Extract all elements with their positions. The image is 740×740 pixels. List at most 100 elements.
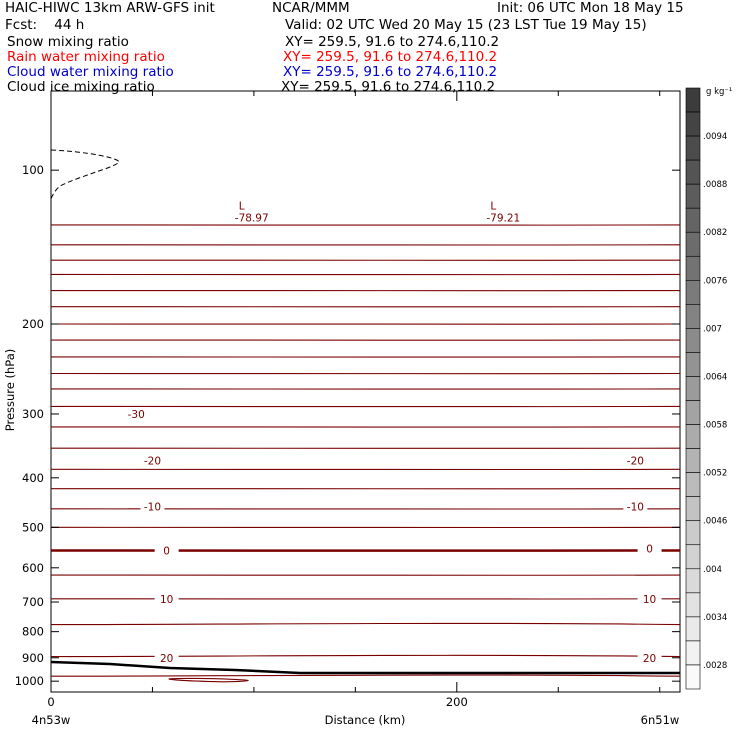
- y-tick-label: 100: [22, 163, 44, 177]
- colorbar-swatch: [685, 544, 701, 570]
- colorbar-swatch: [685, 111, 701, 137]
- y-tick-label: 500: [22, 520, 44, 534]
- field-rain-label: Rain water mixing ratio: [7, 49, 165, 65]
- contour-label-bg: [140, 499, 165, 513]
- field-cloudwater-label: Cloud water mixing ratio: [7, 64, 174, 80]
- init-time: Init: 06 UTC Mon 18 May 15: [497, 0, 684, 16]
- colorbar-label: .0052: [703, 469, 727, 479]
- x-right-endpoint: 6n51w: [641, 713, 680, 727]
- colorbar-units: g kg⁻¹: [706, 87, 732, 97]
- contour-label: -30: [128, 409, 145, 421]
- colorbar-swatch: [685, 592, 701, 618]
- field-cloudwater-xy: XY= 259.5, 91.6 to 274.6,110.2: [283, 64, 498, 80]
- colorbar-label: .0064: [703, 372, 727, 382]
- contour-label-bg: [154, 650, 179, 664]
- y-tick-label: 200: [22, 317, 44, 331]
- colorbar-swatch: [685, 231, 701, 257]
- contour-label: 0: [646, 543, 653, 555]
- forecast-hour: Fcst: 44 h: [5, 17, 85, 33]
- y-tick-label: 900: [22, 651, 44, 665]
- contour-label: 20: [643, 653, 656, 665]
- contour-label-bg: [140, 453, 165, 467]
- isotherm-line: [50, 654, 681, 658]
- field-snow-xy: XY= 259.5, 91.6 to 274.6,110.2: [285, 34, 500, 50]
- colorbar: .0094 .0088 .0082 .0076 .007 .0064 .0058 .0052.…: [685, 87, 727, 690]
- contour-label: -20: [144, 456, 161, 468]
- colorbar-swatch: [685, 376, 701, 401]
- temperature-contours: [50, 224, 681, 683]
- contour-label: -20: [627, 456, 644, 468]
- colorbar-swatch: [685, 255, 701, 281]
- colorbar-swatch: [685, 183, 701, 209]
- contour-label: -10: [627, 501, 644, 513]
- colorbar-swatch: [685, 568, 701, 594]
- contour-label: 20: [160, 653, 173, 665]
- colorbar-swatch: [685, 207, 701, 233]
- colorbar-swatch: [685, 328, 701, 353]
- contour-label-bg: [637, 591, 662, 605]
- colorbar-label: .0094: [703, 132, 727, 142]
- cloud-ice-dashed-contour: [50, 149, 120, 200]
- colorbar-swatch: [685, 135, 701, 161]
- contour-label-bg: [623, 453, 648, 467]
- contour-label: 0: [163, 546, 170, 558]
- colorbar-label: .004: [703, 565, 722, 575]
- colorbar-swatch: [685, 640, 701, 666]
- y-tick-label: 1000: [15, 674, 44, 688]
- minimum-value: -78.97: [235, 213, 269, 225]
- colorbar-swatch: [685, 664, 701, 690]
- valid-time: Valid: 02 UTC Wed 20 May 15 (23 LST Tue …: [285, 17, 647, 33]
- minimum-mark: L: [239, 201, 245, 213]
- isotherm-line: [50, 622, 681, 626]
- colorbar-swatch: [685, 87, 701, 113]
- cloud-ice-contour: [50, 149, 120, 200]
- x-tick-label: 200: [446, 695, 468, 709]
- minimum-value: -79.21: [486, 213, 520, 225]
- x-axis-label: Distance (km): [325, 713, 406, 727]
- colorbar-swatch: [685, 472, 701, 497]
- contour-label-bg: [154, 543, 179, 557]
- colorbar-label: .0034: [703, 613, 727, 623]
- colorbar-swatch: [685, 280, 701, 305]
- colorbar-swatch: [685, 496, 701, 522]
- contour-label-bg: [637, 650, 662, 664]
- terrain-surface-line: [50, 660, 680, 675]
- contour-label: -10: [144, 501, 161, 513]
- colorbar-label: .007: [703, 324, 722, 334]
- y-axis-label: Pressure (hPa): [3, 349, 17, 432]
- isotherm-closed-contour: [168, 677, 249, 683]
- colorbar-label: .0082: [703, 228, 727, 238]
- colorbar-label: .0088: [703, 180, 727, 190]
- minimum-mark: L: [490, 201, 496, 213]
- contour-label-bg: [637, 541, 662, 555]
- x-tick-label: 0: [47, 695, 54, 709]
- organization-label: NCAR/MMM: [272, 0, 350, 16]
- contour-label-bg: [124, 406, 149, 420]
- plot-area: [50, 90, 681, 693]
- colorbar-swatch: [685, 520, 701, 546]
- colorbar-swatch: [685, 616, 701, 642]
- colorbar-label: .0046: [703, 517, 727, 527]
- contour-label-bg: [154, 591, 179, 605]
- colorbar-swatch: [685, 448, 701, 473]
- y-tick-label: 300: [22, 407, 44, 421]
- y-tick-label: 400: [22, 471, 44, 485]
- isotherm-line: [50, 674, 681, 677]
- field-snow-label: Snow mixing ratio: [7, 34, 129, 50]
- colorbar-swatch: [685, 400, 701, 425]
- plot-title: HAIC-HIWC 13km ARW-GFS init: [5, 0, 215, 16]
- colorbar-swatch: [685, 352, 701, 377]
- y-tick-label: 800: [22, 625, 44, 639]
- contour-label: 10: [643, 594, 656, 606]
- colorbar-label: .0028: [703, 661, 727, 671]
- contour-label: 10: [160, 594, 173, 606]
- y-tick-label: 700: [22, 595, 44, 609]
- y-tick-label: 600: [22, 561, 44, 575]
- colorbar-swatch: [685, 424, 701, 449]
- colorbar-swatch: [685, 304, 701, 329]
- colorbar-label: .0076: [703, 276, 727, 286]
- colorbar-swatch: [685, 159, 701, 185]
